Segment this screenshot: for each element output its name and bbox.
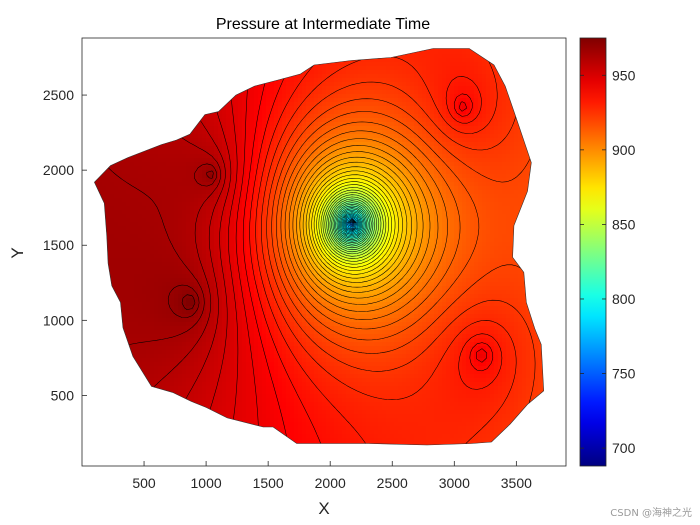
- y-tick-label: 1000: [43, 312, 74, 328]
- x-tick-label: 3000: [439, 475, 470, 491]
- colorbar-gradient: [579, 37, 607, 467]
- x-axis-label: X: [318, 499, 329, 518]
- x-axis-ticks: 500 1000 1500 2000 2500 3000 3500: [132, 461, 532, 491]
- x-tick-label: 2000: [315, 475, 346, 491]
- x-tick-label: 1000: [191, 475, 222, 491]
- pressure-field: [94, 48, 544, 445]
- colorbar-tick-label: 950: [612, 67, 636, 83]
- y-tick-label: 1500: [43, 237, 74, 253]
- plot-axes-box: [81, 37, 567, 467]
- x-tick-label: 500: [132, 475, 156, 491]
- chart-title: Pressure at Intermediate Time: [216, 16, 430, 33]
- colorbar-tick-label: 800: [612, 291, 636, 307]
- y-axis-ticks: 500 1000 1500 2000 2500: [43, 87, 87, 403]
- y-tick-label: 2500: [43, 87, 74, 103]
- y-tick-label: 2000: [43, 162, 74, 178]
- watermark: CSDN @海神之光: [610, 508, 692, 519]
- x-tick-label: 2500: [377, 475, 408, 491]
- colorbar-tick-label: 900: [612, 142, 636, 158]
- contour-lines: [94, 48, 544, 445]
- x-tick-label: 1500: [253, 475, 284, 491]
- colorbar: 700 750 800 850 900 950: [579, 37, 636, 467]
- colorbar-ticks: 700 750 800 850 900 950: [580, 67, 636, 456]
- x-tick-label: 3500: [501, 475, 532, 491]
- colorbar-tick-label: 750: [612, 366, 636, 382]
- y-axis-label: Y: [8, 247, 27, 258]
- colorbar-tick-label: 850: [612, 216, 636, 232]
- y-tick-label: 500: [51, 387, 75, 403]
- contour-line-set: [94, 48, 544, 445]
- domain-boundary: [94, 48, 545, 446]
- colorbar-tick-label: 700: [612, 440, 636, 456]
